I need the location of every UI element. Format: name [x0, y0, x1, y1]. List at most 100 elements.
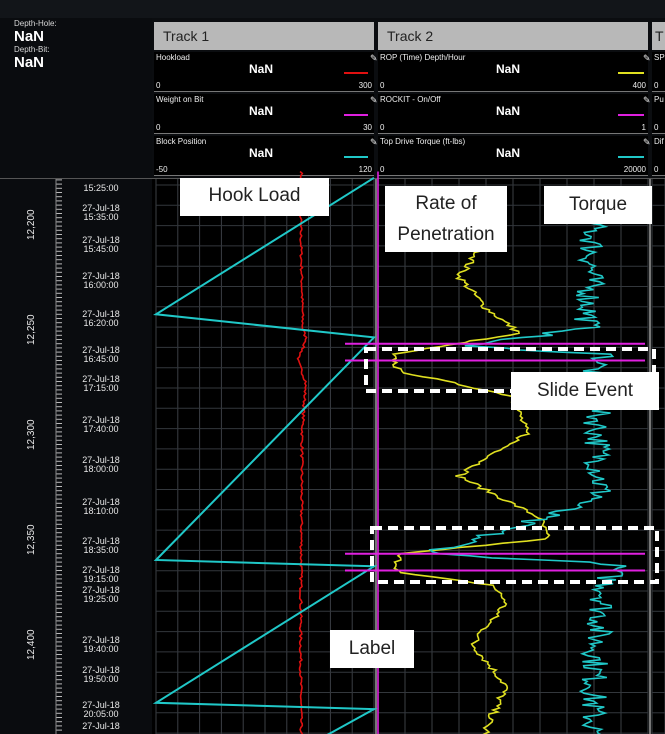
time-label-time: 18:35:00 — [83, 545, 119, 555]
curve-name: Block Position — [156, 137, 207, 146]
time-label-time: 19:50:00 — [83, 674, 119, 684]
depth-tick-label: 12,250 — [26, 314, 37, 345]
curve-value: NaN — [496, 62, 521, 76]
track-1-header[interactable]: Track 1 — [154, 22, 374, 50]
time-label-time: 20:05:00 — [83, 709, 119, 719]
time-label: 15:25:00 — [78, 184, 124, 193]
curve-max: 400 — [632, 81, 646, 90]
curve-max: 1 — [641, 123, 646, 132]
time-label: 27-Jul-18 18:10:00 — [78, 498, 124, 516]
curve-min: -50 — [156, 165, 168, 174]
time-label: 27-Jul-18 19:40:00 — [78, 636, 124, 654]
pencil-icon[interactable]: ✎ — [643, 53, 651, 63]
curve-cell-dif[interactable]: Dif 0 — [652, 136, 665, 176]
curve-cell-hookload[interactable]: Hookload NaN 0 300 — [154, 52, 374, 92]
curve-cell-weight-on-bit[interactable]: Weight on Bit NaN 0 30 — [154, 94, 374, 134]
pencil-icon[interactable]: ✎ — [643, 95, 651, 105]
time-label-time: 18:10:00 — [83, 506, 119, 516]
time-label-date: 27-Jul-18 — [82, 700, 120, 710]
curve-value: NaN — [249, 104, 274, 118]
time-label-date: 27-Jul-18 — [82, 345, 120, 355]
time-label: 27-Jul-18 16:45:00 — [78, 346, 124, 364]
curve-max: 300 — [358, 81, 372, 90]
time-label-time: 15:35:00 — [83, 212, 119, 222]
curve-color-swatch — [344, 156, 368, 158]
curve-value: NaN — [249, 146, 274, 160]
curve-max: 20000 — [623, 165, 646, 174]
curve-color-swatch — [618, 72, 644, 74]
curve-cell-rop[interactable]: ROP (Time) Depth/Hour ✎ NaN 0 400 — [378, 52, 648, 92]
curve-name: Pu — [654, 95, 664, 104]
time-label-date: 27-Jul-18 — [82, 635, 120, 645]
depth-readout-panel: Depth-Hole: NaN Depth-Bit: NaN — [0, 18, 152, 178]
series-rop-time-depth-hour — [389, 213, 551, 734]
curve-cell-block-position[interactable]: Block Position NaN -50 120 — [154, 136, 374, 176]
series-block-position — [152, 176, 378, 734]
curve-name: Top Drive Torque (ft-lbs) — [380, 137, 466, 146]
time-label-date: 27-Jul-18 — [82, 565, 120, 575]
time-label: 27-Jul-18 16:20:00 — [78, 310, 124, 328]
curve-max: 30 — [363, 123, 372, 132]
curve-min: 0 — [654, 123, 659, 132]
time-label-time: 17:15:00 — [83, 383, 119, 393]
callout-hook-load: Hook Load — [180, 178, 329, 216]
curve-name: Hookload — [156, 53, 190, 62]
time-label-date: 27-Jul-18 — [82, 374, 120, 384]
time-label: 27-Jul-18 16:00:00 — [78, 272, 124, 290]
curve-min: 0 — [380, 123, 385, 132]
curve-name: SP — [654, 53, 665, 62]
time-label-date: 27-Jul-18 — [82, 271, 120, 281]
time-label: 27-Jul-18 15:35:00 — [78, 204, 124, 222]
curve-min: 0 — [380, 165, 385, 174]
curve-min: 0 — [156, 123, 161, 132]
callout-torque: Torque — [544, 186, 652, 224]
time-label-date: 27-Jul-18 — [82, 203, 120, 213]
time-label-time: 19:25:00 — [83, 594, 119, 604]
curve-min: 0 — [380, 81, 385, 90]
depth-bit-label: Depth-Bit: — [14, 45, 50, 54]
pencil-icon[interactable]: ✎ — [370, 53, 378, 63]
time-label-date: 27-Jul-18 — [82, 497, 120, 507]
header-separator — [0, 178, 665, 179]
callout-rate-of-penetration: Rate of Penetration — [385, 186, 507, 252]
curve-min: 0 — [156, 81, 161, 90]
series-top-drive-torque-ft-lbs- — [428, 202, 627, 734]
time-label: 27-Jul-18 19:15:00 — [78, 566, 124, 584]
track-3-header[interactable]: T — [652, 22, 665, 50]
time-label-date: 27-Jul-18 — [82, 455, 120, 465]
depth-tick-label: 12,300 — [26, 419, 37, 450]
time-label-date: 27-Jul-18 — [82, 585, 120, 595]
time-label-date: 27-Jul-18 — [82, 235, 120, 245]
time-label-time: 15:25:00 — [83, 183, 119, 193]
curve-cell-torque[interactable]: Top Drive Torque (ft-lbs) NaN 0 20000 — [378, 136, 648, 176]
time-label: 27-Jul-18 — [78, 722, 124, 731]
slide-event-box — [364, 347, 656, 393]
time-label: 27-Jul-18 20:05:00 — [78, 701, 124, 719]
time-label: 27-Jul-18 18:35:00 — [78, 537, 124, 555]
curve-cell-sp[interactable]: SP 0 — [652, 52, 665, 92]
curve-color-swatch — [344, 114, 368, 116]
time-label-time: 18:00:00 — [83, 464, 119, 474]
pencil-icon[interactable]: ✎ — [643, 137, 651, 147]
curve-max: 120 — [358, 165, 372, 174]
slide-event-box — [370, 526, 659, 584]
track-2-header[interactable]: Track 2 — [378, 22, 648, 50]
time-label-date: 27-Jul-18 — [82, 665, 120, 675]
curve-min: 0 — [654, 165, 659, 174]
curve-name: Dif — [654, 137, 664, 146]
depth-tick-label: 12,200 — [26, 209, 37, 240]
depth-bit-value: NaN — [14, 54, 45, 71]
curve-name: ROCKIT - On/Off — [380, 95, 441, 104]
top-bar — [0, 0, 665, 18]
pencil-icon[interactable]: ✎ — [370, 137, 378, 147]
callout-slide-event: Slide Event — [511, 372, 659, 410]
time-label-time: 16:00:00 — [83, 280, 119, 290]
curve-cell-rockit[interactable]: ROCKIT - On/Off NaN 0 1 — [378, 94, 648, 134]
curve-name: ROP (Time) Depth/Hour — [380, 53, 466, 62]
time-label-date: 27-Jul-18 — [82, 536, 120, 546]
pencil-icon[interactable]: ✎ — [370, 95, 378, 105]
curve-cell-pu[interactable]: Pu 0 — [652, 94, 665, 134]
time-label-date: 27-Jul-18 — [82, 721, 120, 731]
time-label-time: 15:45:00 — [83, 244, 119, 254]
depth-hole-value: NaN — [14, 28, 45, 45]
